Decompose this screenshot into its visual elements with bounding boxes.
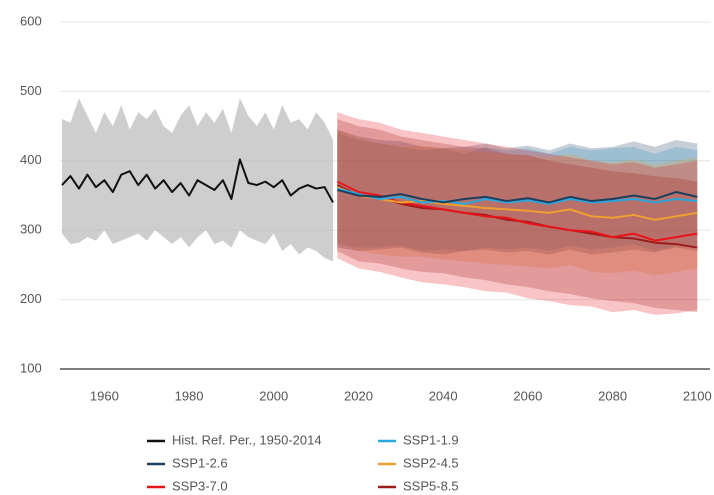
- y-tick-label: 500: [20, 83, 42, 98]
- legend-label: SSP3-7.0: [172, 478, 228, 493]
- band: [337, 112, 698, 315]
- band: [337, 129, 698, 255]
- legend-label: SSP2-4.5: [403, 455, 459, 470]
- x-tick-label: 1960: [90, 388, 119, 403]
- series-line: [337, 188, 698, 204]
- series-line: [336, 186, 698, 221]
- series-line: [61, 158, 334, 203]
- band: [337, 133, 698, 252]
- legend-label: SSP1-1.9: [403, 432, 459, 447]
- band: [337, 119, 698, 313]
- legend-label: SSP5-8.5: [403, 478, 459, 493]
- x-tick-label: 1980: [175, 388, 204, 403]
- x-tick-label: 2020: [344, 388, 373, 403]
- x-tick-label: 2060: [513, 388, 542, 403]
- y-tick-label: 100: [20, 360, 42, 375]
- y-tick-label: 400: [20, 152, 42, 167]
- x-tick-label: 2000: [259, 388, 288, 403]
- x-tick-label: 2040: [429, 388, 458, 403]
- y-tick-label: 200: [20, 291, 42, 306]
- series-line: [337, 187, 698, 205]
- y-tick-label: 600: [20, 13, 42, 28]
- x-tick-label: 2080: [598, 388, 627, 403]
- y-tick-label: 300: [20, 222, 42, 237]
- legend-label: SSP1-2.6: [172, 455, 228, 470]
- legend-label: Hist. Ref. Per., 1950-2014: [172, 432, 322, 447]
- x-tick-label: 2100: [683, 388, 712, 403]
- band: [337, 129, 698, 276]
